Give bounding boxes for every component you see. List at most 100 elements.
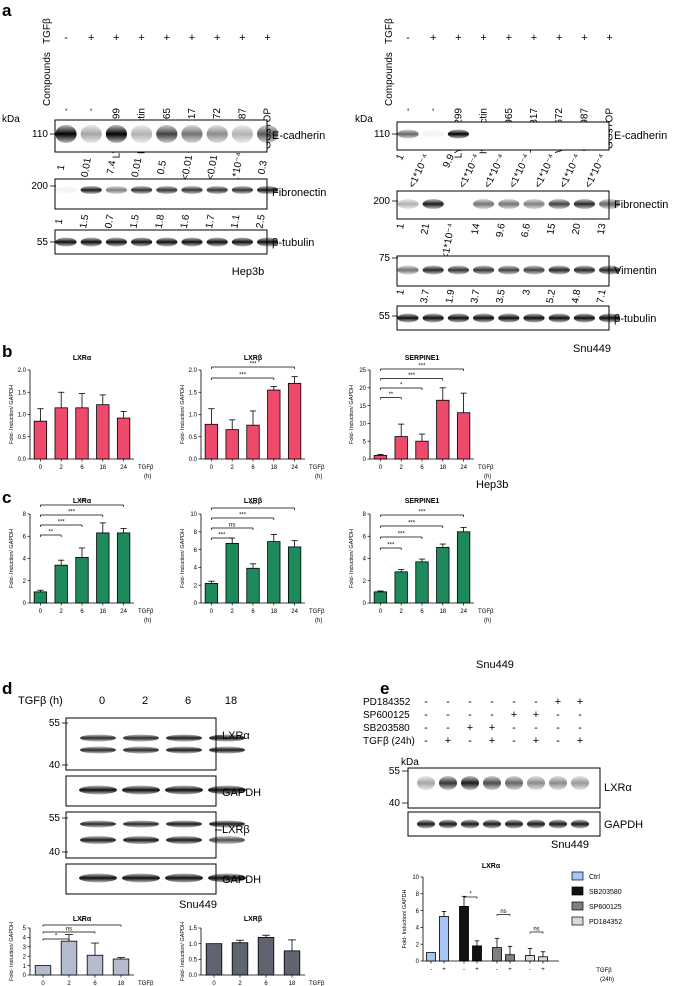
e-row-mark: - xyxy=(512,722,516,734)
chart-title: LXRα xyxy=(482,863,501,870)
a-right-fn-quant: 20 xyxy=(571,222,584,235)
y-tick-label: 15 xyxy=(359,404,366,410)
a-right-vim-band xyxy=(573,265,595,275)
e-cell-line: Snu449 xyxy=(551,839,589,851)
y-tick-label: 8 xyxy=(416,892,420,898)
y-tick-label: 4 xyxy=(363,557,367,563)
x-tick-label: - xyxy=(496,967,498,973)
x-axis-label-unit: (h) xyxy=(315,474,322,480)
x-axis-label-unit: (h) xyxy=(144,618,151,624)
legend-label: SB203580 xyxy=(589,889,622,896)
a-right-kda: kDa xyxy=(355,114,373,125)
sig-label: *** xyxy=(408,521,416,527)
a-right-vim-quant: 3.7 xyxy=(419,288,432,304)
x-tick-label: 6 xyxy=(80,465,84,471)
x-tick-label: 24 xyxy=(460,609,467,615)
e-row-mark: - xyxy=(578,722,582,734)
y-tick-label: 0.5 xyxy=(189,958,198,964)
bar xyxy=(456,531,471,604)
e-row-mark: - xyxy=(534,696,538,708)
a-left-ecad-quant: 0.01 xyxy=(130,157,144,179)
bar xyxy=(116,417,131,460)
d-gapdh2-band xyxy=(208,873,246,883)
bar xyxy=(426,952,436,962)
a-left-ecad-quant: 7.4 xyxy=(105,159,118,175)
x-tick-label: 24 xyxy=(120,465,127,471)
a-right-ecad-quant: 9.9 xyxy=(441,152,457,170)
x-tick-label: 6 xyxy=(420,609,424,615)
bar xyxy=(456,412,471,460)
chart-title: LXRα xyxy=(73,355,92,362)
x-tick-label: 18 xyxy=(439,609,446,615)
a-left-ecad-band xyxy=(206,125,228,143)
a-right-vim-band xyxy=(397,265,419,275)
a-right-vim-quant: 3.7 xyxy=(469,288,482,304)
sig-label: * xyxy=(469,892,472,898)
d-gapdh1-band xyxy=(79,785,117,795)
bar xyxy=(267,541,281,604)
a-right-tgf-mark: + xyxy=(506,32,512,44)
e-gapdh-band xyxy=(527,819,545,829)
sig-label: ** xyxy=(388,392,393,398)
a-left-tub-band xyxy=(257,237,279,247)
e-row-mark: - xyxy=(512,735,516,747)
e-row-label: SP600125 xyxy=(363,710,410,721)
a-right-fn-marker: 200 xyxy=(373,196,390,207)
e-row-mark: - xyxy=(468,735,472,747)
a-left-fn-label: Fibronectin xyxy=(272,187,326,199)
bar xyxy=(33,420,48,460)
a-right-fn-quant: 13 xyxy=(596,222,609,235)
a-right-tgf-mark: + xyxy=(531,32,537,44)
x-tick-label: - xyxy=(463,967,465,973)
sig-label: *** xyxy=(249,362,257,368)
x-tick-label: 18 xyxy=(289,981,296,986)
a-left-tub-band xyxy=(131,237,153,247)
y-tick-label: 6 xyxy=(363,534,367,540)
e-gapdh-band xyxy=(571,819,589,829)
y-tick-label: 1.0 xyxy=(189,413,198,419)
x-tick-label: 18 xyxy=(270,465,277,471)
bar xyxy=(287,546,302,604)
d-lxra-55-marker: 55 xyxy=(49,718,61,729)
y-axis-label: Fold- Induction/ GAPDH xyxy=(9,385,15,444)
a-left-fn-frame xyxy=(54,178,268,210)
a-right-ecad-quant: 1 xyxy=(394,152,407,162)
e-gapdh-band xyxy=(417,819,435,829)
x-axis-label: TGFβ xyxy=(596,968,612,974)
a-right-vim-quant: 3.5 xyxy=(495,288,508,304)
a-left-compound-label: - xyxy=(61,108,72,111)
a-right-ecad-quant: <1*10⁻⁴ xyxy=(407,153,432,190)
bar xyxy=(525,955,535,962)
d-lxra-bottom-band xyxy=(80,746,116,754)
x-tick-label: - xyxy=(529,967,531,973)
y-tick-label: 6 xyxy=(194,548,198,554)
a-left-fn-quant: 1.5 xyxy=(129,213,142,229)
bar xyxy=(225,542,239,604)
a-right-vim-band xyxy=(473,265,495,275)
e-row-mark: - xyxy=(446,696,450,708)
a-left-fn-band xyxy=(105,186,127,194)
bar xyxy=(231,942,249,976)
a-right-fn-quant: 9.6 xyxy=(495,222,508,238)
legend-swatch xyxy=(571,886,584,896)
y-tick-label: 0 xyxy=(23,601,27,607)
x-tick-label: 18 xyxy=(118,981,125,986)
d-lxrb-40-marker: 40 xyxy=(49,847,61,858)
x-tick-label: 2 xyxy=(60,609,64,615)
y-tick-label: 5 xyxy=(363,439,367,445)
sig-label: * xyxy=(81,920,84,926)
b-cell-line: Hep3b xyxy=(476,479,508,491)
d-lxra-bottom-band xyxy=(123,746,159,754)
y-tick-label: 0.0 xyxy=(18,457,27,463)
e-row-mark: + xyxy=(489,722,495,734)
d-gapdh2-label: GAPDH xyxy=(222,874,261,886)
y-tick-label: 4 xyxy=(194,566,198,572)
sig-label: *** xyxy=(418,364,426,370)
y-tick-label: 0 xyxy=(416,959,420,965)
e-row-mark: - xyxy=(468,709,472,721)
y-tick-label: 0 xyxy=(23,973,27,979)
d-time-label: 0 xyxy=(99,695,105,707)
sig-label: * xyxy=(55,934,58,940)
a-right-compound-label: - xyxy=(428,108,439,111)
